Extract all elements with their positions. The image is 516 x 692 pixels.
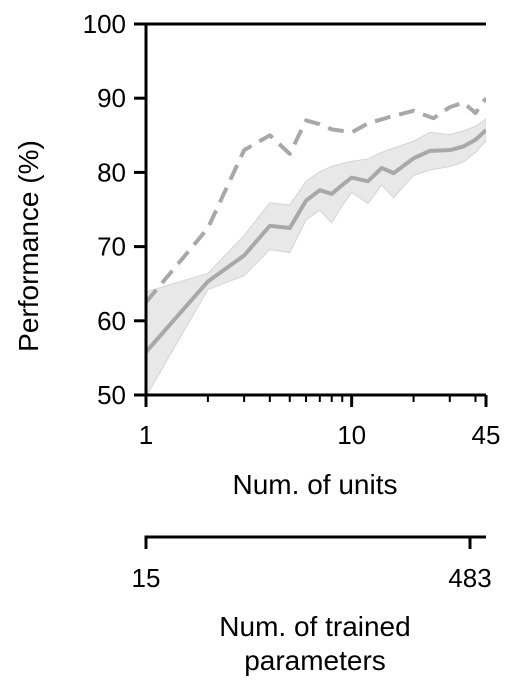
secondary-x-tick-label-15: 15 — [132, 563, 161, 593]
x-tick-label-10: 10 — [337, 420, 366, 450]
y-tick-label-90: 90 — [97, 83, 126, 113]
y-tick-label-70: 70 — [97, 232, 126, 262]
series-layer — [146, 97, 486, 354]
series-1-confidence-band — [146, 118, 486, 395]
confidence-band-layer — [146, 118, 486, 395]
x-tick-label-45: 45 — [472, 420, 501, 450]
y-tick-label-100: 100 — [83, 9, 126, 39]
y-tick-label-60: 60 — [97, 306, 126, 336]
secondary-x-axis-title-line2: parameters — [244, 645, 386, 676]
y-tick-label-50: 50 — [97, 380, 126, 410]
y-axis-title: Performance (%) — [13, 140, 44, 352]
y-tick-label-80: 80 — [97, 157, 126, 187]
x-axis-title: Num. of units — [233, 469, 398, 500]
series-1-line — [146, 128, 486, 354]
secondary-x-tick-label-483: 483 — [448, 563, 491, 593]
secondary-x-axis-title-line1: Num. of trained — [219, 611, 410, 642]
x-tick-label-1: 1 — [139, 420, 153, 450]
series-0-line — [146, 97, 486, 304]
